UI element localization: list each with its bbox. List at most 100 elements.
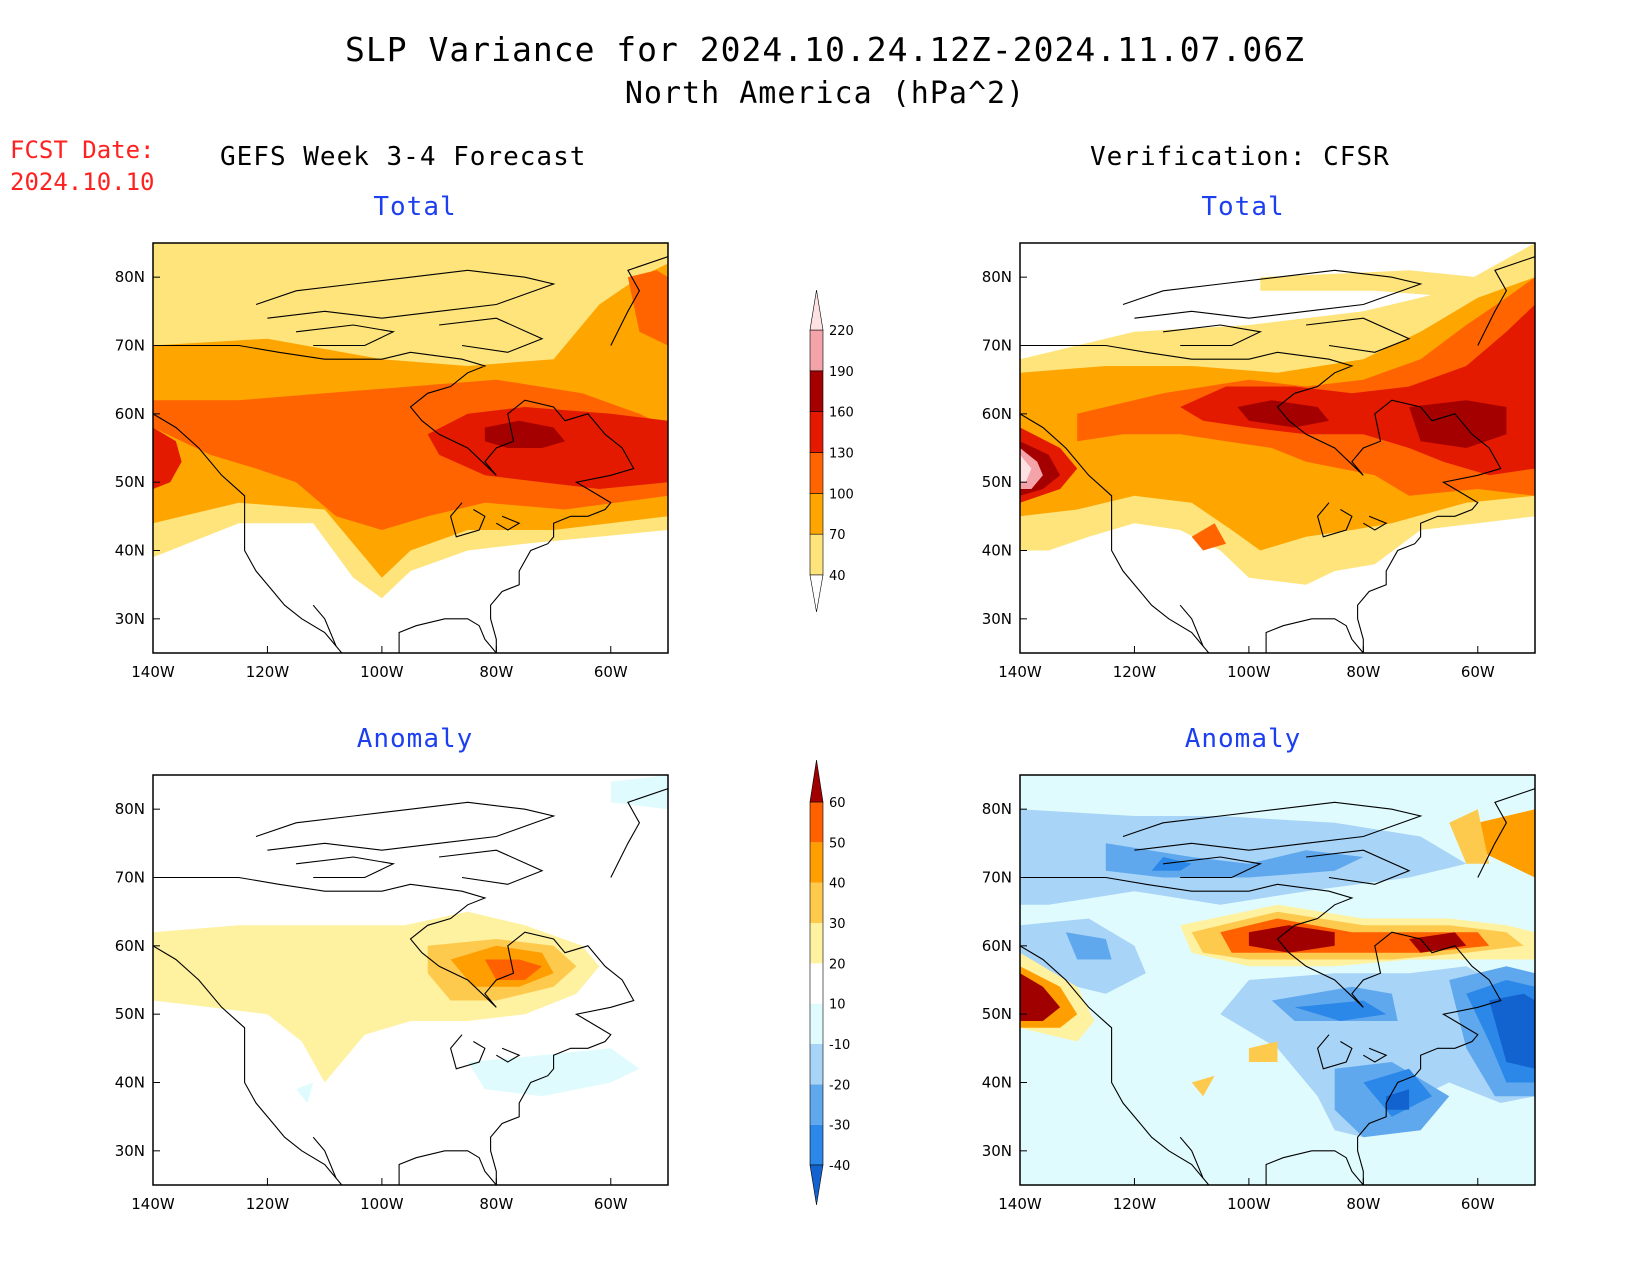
lat-tick-label: 60N [982, 937, 1012, 955]
coastline [449, 1034, 486, 1070]
coastline [153, 945, 343, 1185]
coastline [1020, 945, 1210, 1185]
contour-fill [1386, 1089, 1410, 1110]
figure-title: SLP Variance for 2024.10.24.12Z-2024.11.… [345, 30, 1305, 69]
colorbar-label: 40 [829, 569, 846, 584]
coastline [312, 604, 337, 647]
coastline [1163, 324, 1263, 347]
contour-fill [1489, 993, 1535, 1069]
contour-fill [1409, 932, 1467, 953]
lon-tick-label: 100W [360, 663, 404, 681]
colorbar-label: 160 [829, 406, 854, 421]
lat-tick-label: 60N [115, 937, 145, 955]
verification-anomaly-field [1020, 775, 1535, 1185]
colorbar-label: 50 [829, 836, 846, 851]
coastline [610, 788, 668, 878]
lat-tick-label: 40N [115, 1074, 145, 1092]
coastline-forecast-total [153, 256, 668, 653]
colorbar-end-triangle [809, 574, 824, 613]
lat-tick-label: 70N [115, 337, 145, 355]
colorbar-swatch [809, 533, 824, 576]
colorbar-label: 70 [829, 528, 846, 543]
colorbar-label: -40 [829, 1159, 850, 1174]
contour-fill [296, 1082, 314, 1103]
coastline [255, 269, 556, 319]
verification-total-title: Total [1201, 192, 1285, 222]
contour-fill [1409, 400, 1507, 448]
coastline [1265, 1150, 1364, 1185]
colorbar-swatch [810, 1084, 823, 1125]
lon-tick-label: 100W [1227, 663, 1271, 681]
coastline [1122, 269, 1423, 319]
colorbar-label: 30 [829, 917, 846, 932]
colorbar-swatch [810, 963, 823, 1004]
lon-tick-label: 120W [246, 1195, 290, 1213]
coastline [1020, 876, 1502, 1185]
lon-tick-label: 80W [479, 1195, 513, 1213]
verification-anomaly-title: Anomaly [1184, 724, 1302, 754]
map-frame [152, 774, 669, 1186]
colorbar-label: 100 [829, 487, 854, 502]
colorbar-swatch [809, 370, 824, 412]
contour-fill [1477, 809, 1535, 878]
fcst-date-value: 2024.10.10 [10, 168, 155, 196]
lon-tick-label: 80W [1346, 663, 1380, 681]
colorbar-label: 40 [829, 877, 846, 892]
lat-tick-label: 50N [982, 473, 1012, 491]
colorbar-label: 20 [829, 957, 846, 972]
coastline [312, 1136, 337, 1179]
map-frame [1019, 774, 1536, 1186]
lon-tick-label: 140W [131, 663, 175, 681]
coastline [398, 618, 497, 653]
colorbar-swatch [809, 452, 824, 494]
colorbar-total: 40 70 100 130 160 190 220 [809, 289, 854, 613]
lat-tick-label: 80N [982, 268, 1012, 286]
contour-fill [1260, 270, 1478, 298]
coastline [1306, 317, 1411, 353]
contour-fill [153, 427, 182, 489]
coastline [439, 849, 544, 885]
contour-fill [1248, 1041, 1278, 1062]
contour-fill [1065, 932, 1112, 960]
lat-tick-label: 30N [115, 610, 145, 628]
colorbar-label: 130 [829, 447, 854, 462]
coastline [398, 1150, 497, 1185]
colorbar-swatch [810, 882, 823, 923]
contour-fill [1020, 973, 1061, 1021]
lat-tick-label: 30N [982, 610, 1012, 628]
lat-tick-label: 60N [982, 405, 1012, 423]
coastline [1122, 801, 1423, 851]
coastline [1265, 618, 1364, 653]
forecast-anomaly-title: Anomaly [356, 724, 474, 754]
lon-tick-label: 120W [1113, 1195, 1157, 1213]
contour-fill [484, 420, 565, 448]
coastline [1020, 344, 1502, 653]
colorbar-label: 60 [829, 796, 846, 811]
coastline [296, 324, 396, 347]
contour-fill [1191, 523, 1226, 551]
coastline-verification-anomaly [1020, 788, 1535, 1185]
lon-tick-label: 120W [1113, 663, 1157, 681]
lon-tick-label: 80W [1346, 1195, 1380, 1213]
coastline-forecast-anomaly [153, 788, 668, 1185]
lat-tick-label: 50N [115, 1005, 145, 1023]
lon-tick-label: 60W [1461, 1195, 1495, 1213]
colorbar-end-triangle [809, 759, 824, 803]
contour-fill [1294, 1000, 1387, 1021]
lon-tick-label: 80W [479, 663, 513, 681]
coastline [1179, 604, 1204, 647]
colorbar-label: 220 [829, 324, 854, 339]
coastline [296, 856, 396, 879]
lon-tick-label: 60W [594, 1195, 628, 1213]
lat-tick-label: 40N [982, 1074, 1012, 1092]
colorbar-label: 190 [829, 365, 854, 380]
coastline [449, 502, 486, 538]
coastline [610, 256, 668, 346]
lat-tick-label: 40N [115, 542, 145, 560]
lon-tick-label: 60W [594, 663, 628, 681]
lon-tick-label: 140W [998, 1195, 1042, 1213]
lat-tick-label: 70N [115, 869, 145, 887]
contour-fill [1191, 1075, 1215, 1097]
figure-subtitle: North America (hPa^2) [624, 76, 1026, 111]
